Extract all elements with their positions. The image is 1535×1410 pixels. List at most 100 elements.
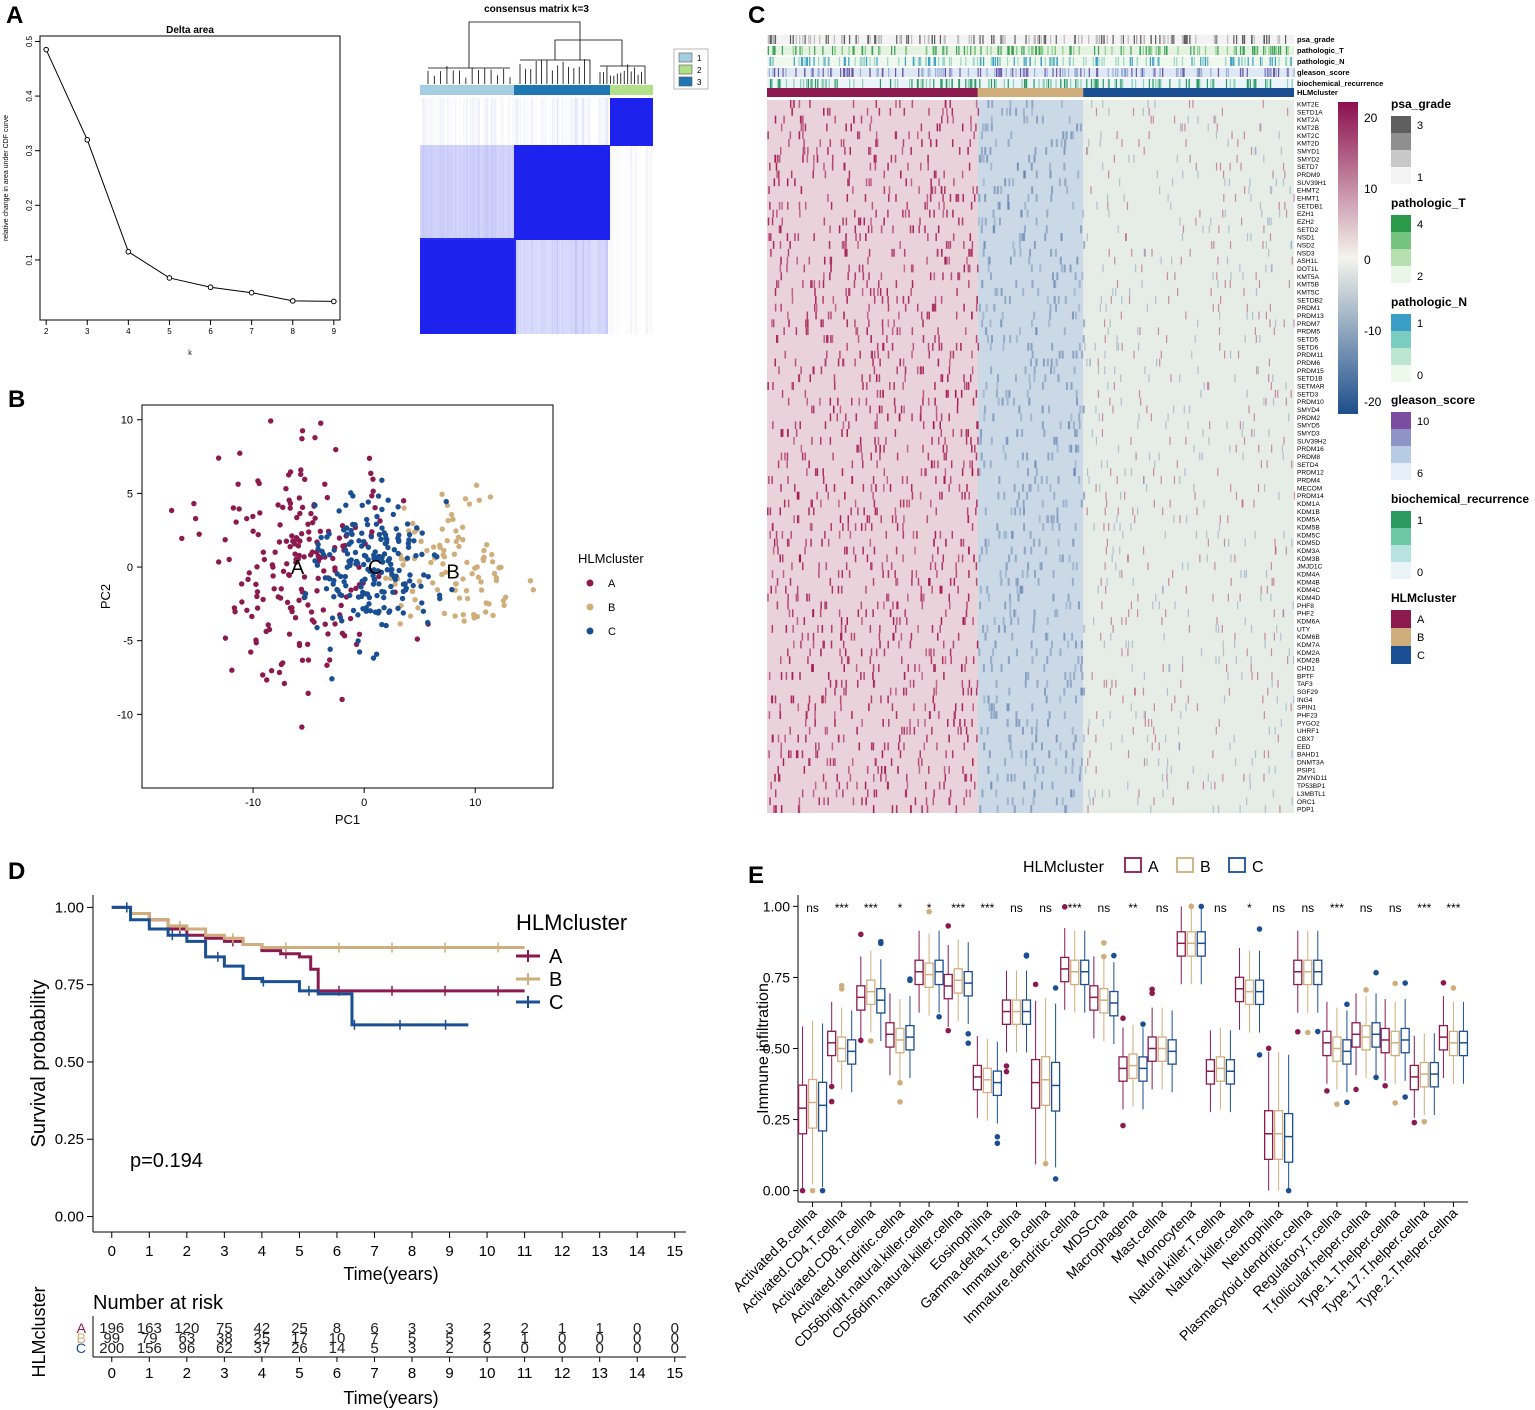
heat-cell: [1115, 288, 1117, 296]
heat-cell: [849, 147, 852, 155]
heat-cell: [993, 617, 996, 625]
annotation-mark: [1037, 46, 1040, 55]
heat-cell: [1083, 319, 1086, 328]
heat-cell: [1087, 805, 1089, 813]
heat-cell: [1272, 170, 1274, 179]
heat-cell: [777, 546, 779, 555]
pca-point: [296, 642, 303, 649]
heat-cell: [911, 491, 914, 500]
heat-cell: [1138, 389, 1141, 398]
heat-cell: [1117, 342, 1120, 351]
heat-cell: [935, 139, 938, 148]
heat-cell: [989, 319, 992, 328]
pca-point: [400, 562, 406, 568]
annotation-mark: [1247, 79, 1249, 88]
heat-cell: [772, 546, 775, 555]
heat-cell: [1063, 632, 1066, 641]
heat-cell: [905, 687, 908, 696]
heat-cell: [1023, 781, 1026, 790]
heat-cell: [982, 123, 985, 132]
heat-cell: [1040, 562, 1043, 571]
heat-cell: [904, 366, 907, 375]
heat-cell: [829, 436, 832, 445]
heat-cell: [809, 100, 811, 108]
heat-cell: [965, 609, 968, 618]
significance-label: ns: [1272, 901, 1285, 915]
annotation-mark: [1033, 79, 1035, 88]
heat-cell: [973, 554, 975, 563]
heat-cell: [975, 123, 977, 132]
x-tick-label: 13: [591, 1243, 608, 1260]
heat-cell: [1241, 499, 1243, 508]
heat-cell: [1224, 280, 1226, 289]
heat-cell: [780, 452, 783, 461]
heat-cell: [1194, 335, 1196, 343]
annotation-mark: [1049, 79, 1052, 88]
heat-cell: [1185, 585, 1187, 594]
pca-point: [289, 533, 295, 539]
risk-value: 3: [408, 1340, 416, 1357]
annotation-mark: [1155, 79, 1157, 88]
heat-cell: [1229, 241, 1232, 249]
panel-label-b: B: [8, 386, 26, 413]
heat-cell: [846, 319, 849, 328]
pca-point: [302, 594, 308, 600]
heat-cell: [1240, 570, 1242, 578]
heat-cell: [1131, 664, 1133, 672]
heat-cell: [831, 335, 834, 343]
heat-cell: [845, 679, 847, 688]
annotation-mark: [1232, 57, 1234, 66]
heat-cell: [1077, 444, 1080, 453]
gene-label: KMT2A: [1297, 117, 1320, 124]
heat-cell: [1255, 147, 1257, 155]
heat-cell: [965, 382, 968, 390]
annotation-mark: [1186, 35, 1188, 44]
heat-cell: [1116, 515, 1118, 524]
heat-cell: [945, 750, 947, 759]
heat-cell: [1095, 405, 1097, 414]
annotation-mark: [1038, 35, 1040, 44]
heat-cell: [768, 476, 770, 484]
annotation-mark: [795, 46, 797, 55]
pca-point: [215, 455, 222, 461]
risk-row-label: C: [76, 1340, 86, 1356]
heat-cell: [1073, 468, 1076, 477]
heat-cell: [1014, 554, 1017, 563]
annotation-mark: [771, 57, 773, 66]
annotation-mark: [1117, 68, 1119, 77]
pca-point: [168, 507, 175, 514]
heat-cell: [982, 624, 985, 633]
heat-cell: [934, 530, 937, 539]
heat-cell: [831, 585, 834, 594]
heat-cell: [946, 107, 948, 116]
gene-label: KDM6B: [1297, 634, 1320, 641]
heat-cell: [1117, 225, 1119, 234]
heat-cell: [1016, 577, 1019, 586]
legend-swatch: [1391, 133, 1411, 150]
annotation-mark: [1179, 79, 1181, 88]
annotation-mark: [1075, 68, 1078, 77]
heat-cell: [1108, 248, 1110, 257]
heat-cell: [1138, 789, 1140, 798]
heat-cell: [1260, 585, 1262, 594]
heat-cell: [787, 648, 789, 657]
heat-cell: [1049, 162, 1052, 171]
heat-cell: [768, 711, 771, 719]
y-tick-label: -5: [123, 636, 133, 648]
heat-cell: [940, 295, 943, 304]
heat-cell: [1077, 170, 1080, 179]
annotation-mark: [1246, 79, 1248, 88]
heat-cell: [887, 570, 890, 578]
heat-cell: [945, 609, 947, 618]
annotation-mark: [1252, 57, 1254, 66]
gene-label: PRDM10: [1297, 399, 1324, 406]
pca-point: [301, 554, 307, 560]
heat-cell: [961, 468, 964, 477]
pca-point: [388, 583, 394, 590]
gene-label: SETD4: [1297, 462, 1319, 469]
heat-cell: [1206, 554, 1208, 563]
annotation-mark: [998, 57, 1000, 66]
annotation-mark: [801, 57, 803, 66]
heat-cell: [809, 374, 812, 383]
annotation-mark: [1115, 79, 1118, 88]
